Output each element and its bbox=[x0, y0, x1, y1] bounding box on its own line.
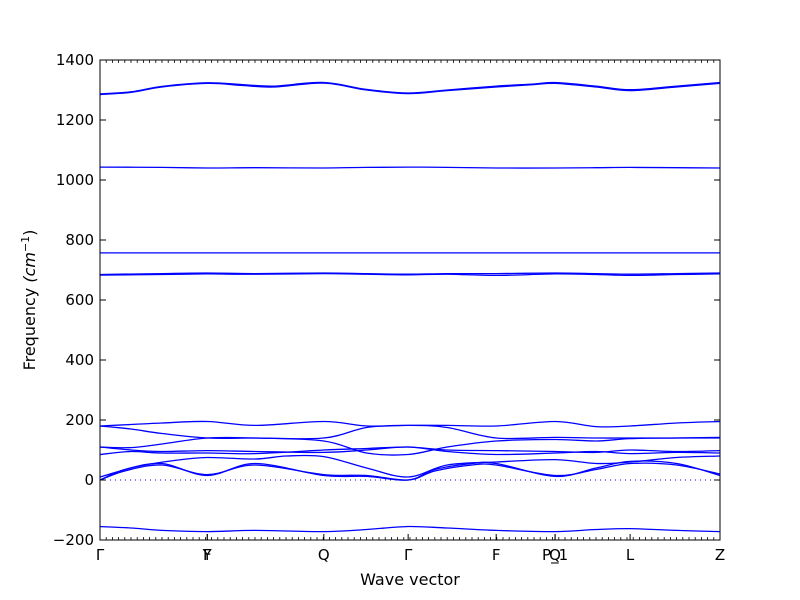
series-line-7 bbox=[99, 424, 720, 440]
series-line-11 bbox=[99, 272, 721, 277]
series-line-4 bbox=[99, 454, 721, 478]
x-tick-label: L bbox=[626, 546, 635, 564]
y-tick-label: 1400 bbox=[56, 51, 94, 69]
x-tick-label: Q bbox=[549, 546, 561, 564]
y-axis-label: Frequency (cm−1) bbox=[19, 230, 39, 371]
y-axis-label-exponent: −1 bbox=[19, 236, 32, 252]
y-axis: −200 0 200 400 600 800 1000 1200 1400 bbox=[53, 51, 720, 549]
x-tick-label: Y bbox=[202, 546, 213, 564]
x-tick-label: Z bbox=[715, 546, 725, 564]
series-line-13 bbox=[99, 166, 721, 169]
y-tick-label: 0 bbox=[84, 471, 94, 489]
series-line-6 bbox=[99, 446, 721, 456]
y-tick-label: 1000 bbox=[56, 171, 94, 189]
x-axis-label: Wave vector bbox=[360, 570, 460, 589]
y-axis-label-unit: (cm bbox=[20, 252, 39, 283]
series-line-8 bbox=[99, 436, 721, 456]
x-tick-label: F bbox=[203, 546, 212, 564]
y-axis-label-suffix: ) bbox=[20, 230, 39, 236]
y-tick-label: 1200 bbox=[56, 111, 94, 129]
x-tick-label: Γ bbox=[404, 546, 413, 564]
x-tick-label: Q bbox=[318, 546, 330, 564]
series-line-1 bbox=[99, 525, 721, 533]
series-line-2 bbox=[99, 462, 721, 481]
series-line-15 bbox=[99, 81, 721, 95]
x-axis: Γ YF Q Γ F P_1Q L Z bbox=[96, 60, 725, 565]
x-tick-label: F bbox=[492, 546, 501, 564]
y-tick-label: 800 bbox=[65, 231, 94, 249]
x-tick-label: Γ bbox=[96, 546, 105, 564]
y-tick-label: −200 bbox=[53, 531, 94, 549]
y-tick-label: 600 bbox=[65, 291, 94, 309]
series-layer bbox=[99, 81, 721, 533]
y-axis-label-prefix: Frequency bbox=[20, 283, 39, 371]
series-line-9 bbox=[99, 420, 721, 428]
series-line-3 bbox=[99, 460, 721, 481]
plot-frame bbox=[99, 59, 721, 541]
y-tick-label: 200 bbox=[65, 411, 94, 429]
x-tick-label: P_1 bbox=[542, 546, 568, 565]
y-tick-label: 400 bbox=[65, 351, 94, 369]
